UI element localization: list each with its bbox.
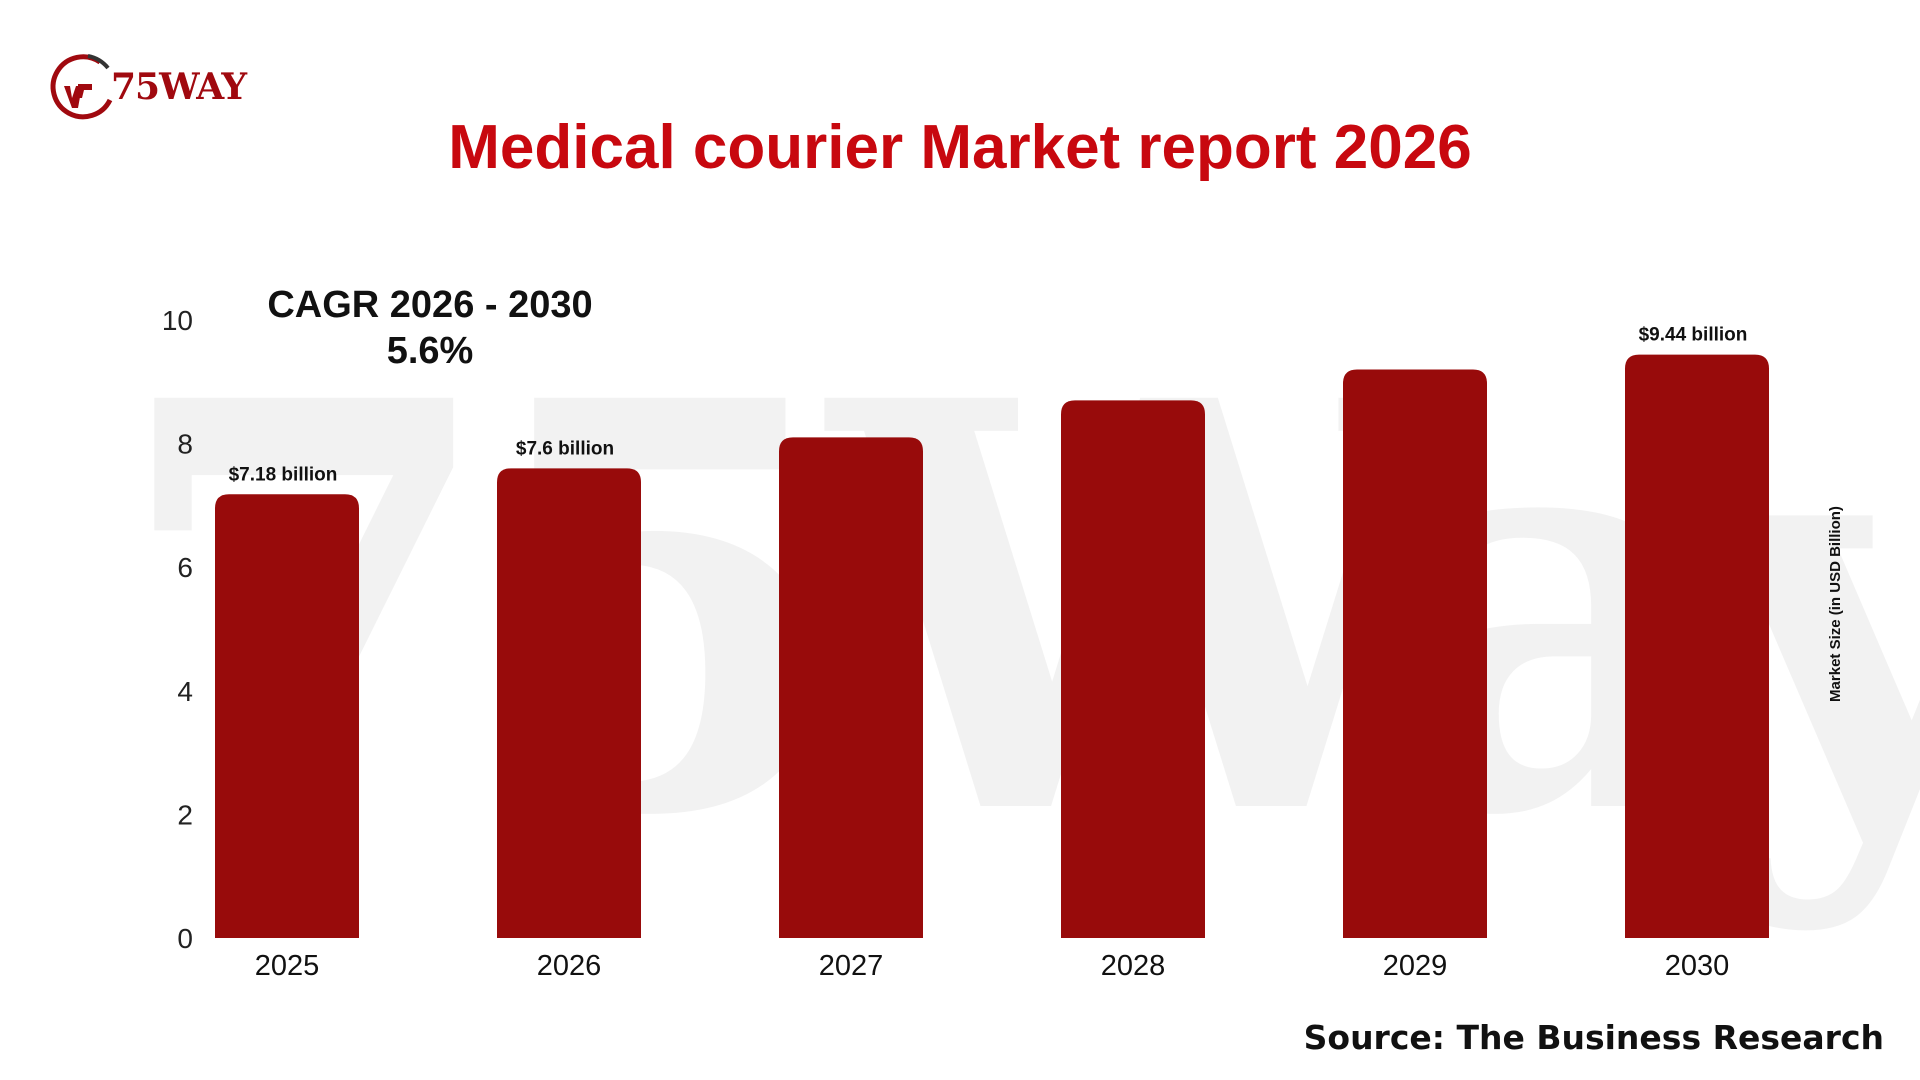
y-tick-label: 6: [177, 552, 193, 583]
y-tick-label: 8: [177, 429, 193, 460]
data-label: $7.18 billion: [229, 464, 338, 485]
brand-name: 75WAY: [111, 66, 247, 108]
cagr-callout: CAGR 2026 - 2030 5.6%: [255, 282, 605, 374]
y-tick-label: 0: [177, 923, 193, 954]
bar: [1061, 400, 1205, 939]
logo-emblem-icon: [50, 54, 113, 120]
bar: [779, 437, 923, 938]
x-tick-label: 2028: [1101, 950, 1166, 982]
x-tick-label: 2027: [819, 950, 884, 982]
data-label: $9.44 billion: [1639, 325, 1748, 346]
x-tick-label: 2029: [1383, 950, 1448, 982]
source-note: Source: The Business Research: [1303, 1018, 1884, 1057]
bar: [1343, 369, 1487, 938]
y-tick-label: 2: [177, 799, 193, 830]
bar: [215, 494, 359, 938]
bar: [1625, 354, 1769, 938]
y-tick-label: 10: [162, 305, 193, 336]
page-title: Medical courier Market report 2026: [448, 113, 1472, 182]
cagr-label: CAGR 2026 - 2030: [267, 284, 593, 326]
data-label: $7.6 billion: [516, 438, 614, 459]
cagr-value: 5.6%: [386, 330, 474, 372]
bar: [497, 468, 641, 938]
brand-logo: 75WAY: [48, 48, 258, 128]
x-tick-label: 2025: [255, 950, 320, 982]
y-tick-label: 4: [177, 676, 193, 707]
y-axis-title: Market Size (in USD Billion): [1827, 506, 1844, 702]
x-tick-label: 2026: [537, 950, 602, 982]
x-tick-label: 2030: [1665, 950, 1730, 982]
